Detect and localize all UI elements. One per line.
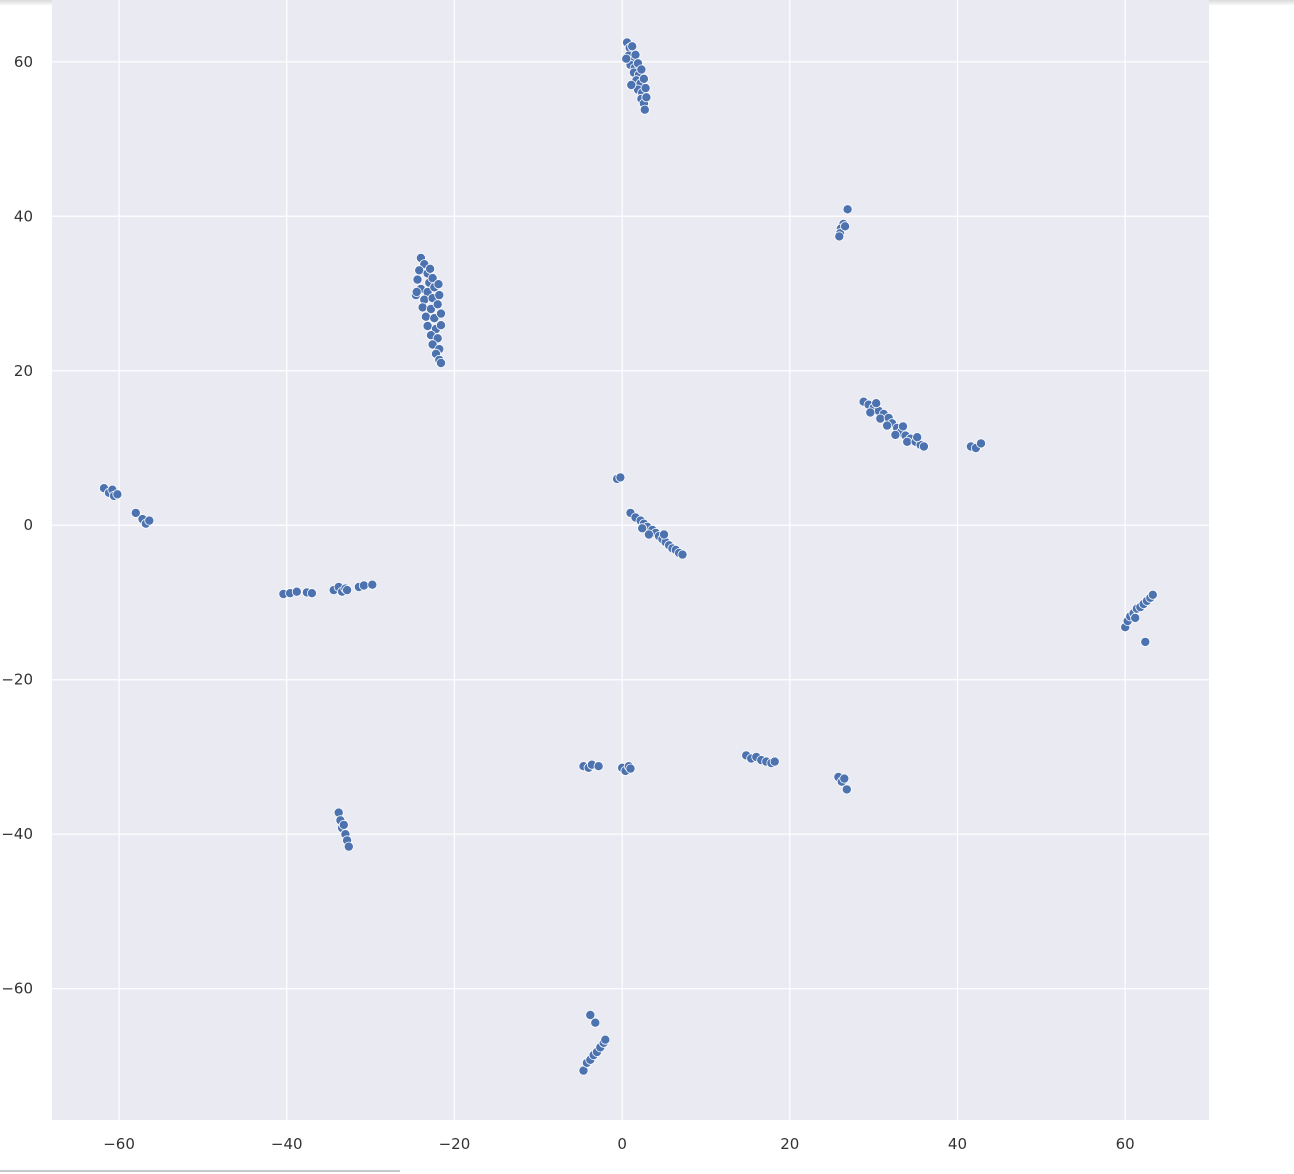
scatter-point	[902, 436, 913, 447]
scatter-point	[435, 308, 446, 319]
y-tick-label: 40	[14, 207, 33, 225]
scatter-point	[626, 80, 637, 91]
scatter-point	[627, 41, 638, 52]
x-tick-label: −20	[439, 1135, 471, 1153]
scatter-point	[585, 1010, 596, 1021]
scatter-point	[643, 529, 654, 540]
scatter-point	[640, 83, 651, 94]
scatter-point	[882, 420, 893, 431]
scatter-point	[865, 407, 876, 418]
scatter-point	[641, 92, 652, 103]
y-axis-tick-labels: −60 −40 −20 0 20 40 60	[1, 53, 33, 998]
scatter-point	[593, 761, 604, 772]
scatter-point	[414, 265, 425, 276]
x-tick-label: 60	[1116, 1135, 1135, 1153]
scatter-point	[367, 579, 378, 590]
scatter-point	[144, 515, 155, 526]
scatter-point	[342, 585, 353, 596]
scatter-point	[659, 529, 670, 540]
scatter-point	[422, 320, 433, 331]
scatter-point	[435, 320, 446, 331]
scatter-point	[1147, 589, 1158, 600]
y-tick-label: −20	[1, 671, 33, 689]
scatter-point	[875, 413, 886, 424]
x-axis-tick-labels: −60 −40 −20 0 20 40 60	[103, 1135, 1134, 1153]
scatter-point	[630, 49, 641, 60]
scatter-point	[677, 549, 688, 560]
scatter-point	[306, 588, 317, 599]
scatter-point	[615, 472, 626, 483]
scatter-point	[840, 221, 851, 232]
scatter-point	[621, 53, 632, 64]
scatter-point	[435, 357, 446, 368]
scatter-point	[639, 104, 650, 115]
y-tick-label: 20	[14, 362, 33, 380]
scatter-point	[842, 204, 853, 215]
y-tick-label: 0	[23, 516, 33, 534]
scatter-point	[291, 586, 302, 597]
y-tick-label: −60	[1, 980, 33, 998]
bottom-divider	[0, 1170, 400, 1172]
y-tick-label: −40	[1, 825, 33, 843]
scatter-point	[1140, 636, 1151, 647]
scatter-point	[898, 421, 909, 432]
x-tick-label: 20	[780, 1135, 799, 1153]
scatter-point	[343, 841, 354, 852]
y-tick-label: 60	[14, 53, 33, 71]
scatter-point	[425, 263, 436, 274]
x-tick-label: 0	[617, 1135, 627, 1153]
scatter-point	[638, 73, 649, 84]
scatter-point	[636, 64, 647, 75]
scatter-point	[433, 279, 444, 290]
scatter-point	[412, 274, 423, 285]
scatter-point	[358, 580, 369, 591]
scatter-point	[130, 507, 141, 518]
scatter-point	[839, 773, 850, 784]
scatter-point	[112, 489, 123, 500]
scatter-point	[600, 1034, 611, 1045]
scatter-point	[890, 429, 901, 440]
scatter-point	[625, 763, 636, 774]
scatter-point	[1130, 612, 1141, 623]
scatter-point	[338, 819, 349, 830]
scatter-point	[637, 523, 648, 534]
x-tick-label: −40	[271, 1135, 303, 1153]
scatter-point	[871, 398, 882, 409]
scatter-point	[834, 231, 845, 242]
scatter-point	[976, 438, 987, 449]
scatter-point	[434, 290, 445, 301]
scatter-point	[918, 441, 929, 452]
plot-area	[52, 0, 1209, 1120]
scatter-point	[420, 311, 431, 322]
x-tick-label: 40	[948, 1135, 967, 1153]
scatter-point	[411, 286, 422, 297]
x-tick-label: −60	[103, 1135, 135, 1153]
scatter-point	[912, 432, 923, 443]
data-points	[99, 37, 1158, 1076]
scatter-point	[417, 302, 428, 313]
scatter-point	[769, 756, 780, 767]
scatter-point	[841, 784, 852, 795]
scatter-point	[425, 303, 436, 314]
scatter-point	[432, 299, 443, 310]
scatter-point	[590, 1017, 601, 1028]
